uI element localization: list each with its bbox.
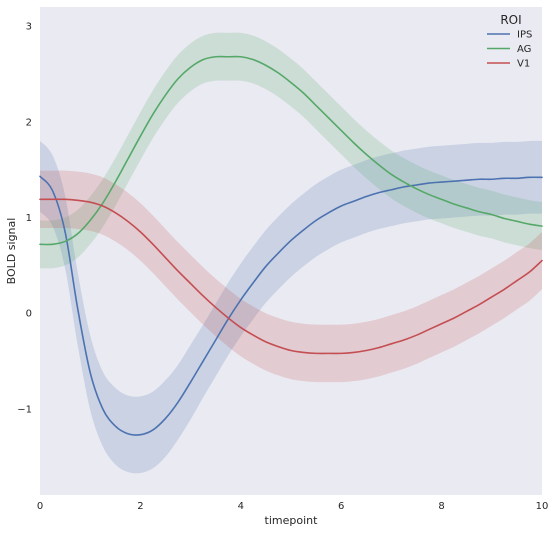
ci-band-v1 xyxy=(40,170,542,383)
y-tick-label: 1 xyxy=(26,213,32,224)
legend-items: IPS AG V1 xyxy=(487,30,532,70)
x-tick-label: 4 xyxy=(238,501,244,512)
x-tick-label: 6 xyxy=(338,501,344,512)
x-tick-label: 2 xyxy=(137,501,143,512)
y-tick-label: 3 xyxy=(26,22,32,33)
ci-band-ips xyxy=(40,140,542,474)
legend-label-ips: IPS xyxy=(517,30,532,41)
y-axis-label: BOLD signal xyxy=(5,218,18,285)
x-axis-label: timepoint xyxy=(265,514,319,527)
x-tick-label: 8 xyxy=(438,501,444,512)
ci-band-ag xyxy=(40,32,542,269)
legend: ROI IPS AG V1 xyxy=(487,13,532,70)
plot-background xyxy=(40,7,542,495)
legend-label-v1: V1 xyxy=(517,59,530,70)
series-line-ag xyxy=(39,55,543,246)
legend-label-ag: AG xyxy=(517,44,531,55)
legend-title: ROI xyxy=(500,13,521,27)
y-tick-label: 2 xyxy=(26,117,32,128)
series-line-ips xyxy=(39,175,543,436)
series-line-v1 xyxy=(39,198,543,355)
x-tick-label: 0 xyxy=(37,501,43,512)
y-tick-label: 0 xyxy=(26,309,32,320)
y-tick-labels: −1 0 1 2 3 xyxy=(17,22,32,416)
x-tick-labels: 0 2 4 6 8 10 xyxy=(37,501,549,512)
y-tick-label: −1 xyxy=(17,404,32,415)
x-tick-label: 10 xyxy=(536,501,549,512)
confidence-bands xyxy=(40,32,542,474)
series-lines xyxy=(39,55,543,436)
